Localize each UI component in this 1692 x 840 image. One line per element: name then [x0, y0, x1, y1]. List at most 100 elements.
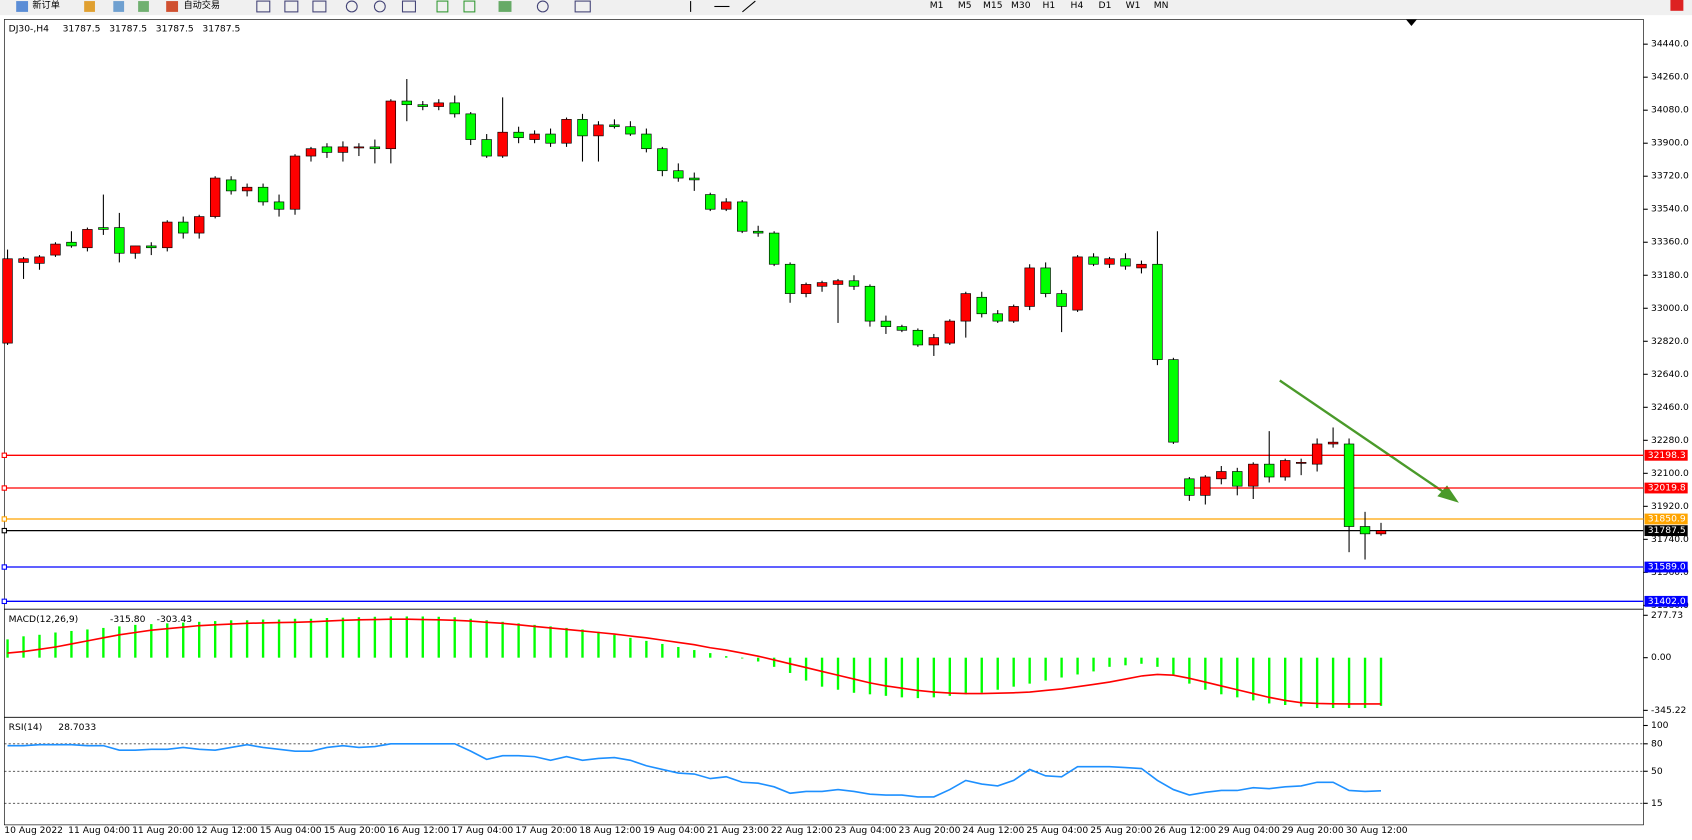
- period-button[interactable]: M1: [930, 0, 944, 11]
- candle-body: [1072, 256, 1083, 311]
- candle-body: [673, 170, 684, 179]
- period-button[interactable]: W1: [1126, 0, 1141, 11]
- x-tick-label: 22 Aug 12:00: [771, 825, 833, 836]
- x-tick-label: 24 Aug 12:00: [963, 825, 1025, 836]
- level-marker: [1, 485, 8, 491]
- candle-body: [816, 282, 828, 287]
- y-tick-label: 31920.0: [1651, 501, 1689, 512]
- icon[interactable]: [284, 0, 299, 13]
- icon[interactable]: [436, 0, 449, 13]
- candle-body: [529, 133, 540, 140]
- icon[interactable]: [138, 1, 149, 12]
- candle-body: [481, 139, 492, 157]
- y-tick-label: 32820.0: [1651, 336, 1689, 347]
- x-tick-label: 17 Aug 04:00: [451, 825, 513, 836]
- x-tick-label: 23 Aug 04:00: [835, 825, 897, 836]
- y-tick-label: 0.00: [1651, 652, 1672, 663]
- candle-body: [545, 133, 556, 144]
- y-tick-label: 33720.0: [1651, 171, 1689, 182]
- header-value: 31787.5: [202, 24, 240, 35]
- period-button[interactable]: M30: [1011, 0, 1031, 11]
- candle-body: [705, 194, 716, 210]
- candle-body: [18, 258, 29, 263]
- icon[interactable]: [256, 0, 271, 13]
- alert-icon[interactable]: [1670, 0, 1684, 11]
- candle-body: [768, 232, 780, 265]
- candle-body: [146, 245, 157, 249]
- candle-body: [928, 337, 940, 346]
- level-tag: [1644, 561, 1688, 573]
- candle-body: [1295, 461, 1307, 464]
- candle-body: [34, 256, 45, 264]
- level-label: 32019.8: [1648, 483, 1686, 494]
- candle-body: [385, 100, 397, 150]
- header-value: 31787.5: [109, 24, 147, 35]
- level-marker: [1, 452, 8, 458]
- candle-body: [1232, 471, 1243, 487]
- candle-body: [1040, 267, 1051, 294]
- candle-body: [944, 320, 955, 344]
- period-button[interactable]: H1: [1043, 0, 1056, 11]
- level-tag: [1644, 513, 1688, 525]
- candle-body: [609, 124, 620, 128]
- x-tick-label: 15 Aug 04:00: [260, 825, 322, 836]
- y-tick-label: 277.73: [1651, 610, 1683, 621]
- x-tick-label: 12 Aug 12:00: [196, 825, 258, 836]
- candle-body: [1248, 463, 1259, 487]
- level-label: 32198.3: [1648, 450, 1686, 461]
- y-tick-label: 33180.0: [1651, 270, 1689, 281]
- y-tick-label: 32460.0: [1651, 402, 1689, 413]
- candle-body: [784, 263, 796, 294]
- candle-body: [241, 186, 253, 192]
- y-tick-label: 33540.0: [1651, 204, 1689, 215]
- candle-body: [1327, 441, 1339, 445]
- y-tick-label: 33000.0: [1651, 303, 1689, 314]
- auto-trading[interactable]: 自动交易: [183, 0, 220, 11]
- icon[interactable]: [536, 0, 549, 13]
- period-button[interactable]: M15: [983, 0, 1003, 11]
- y-tick-label: 100: [1651, 720, 1669, 731]
- candle-body: [689, 177, 700, 181]
- period-button[interactable]: MN: [1154, 0, 1169, 11]
- x-tick-label: 21 Aug 23:00: [707, 825, 769, 836]
- period-button[interactable]: M5: [958, 0, 972, 11]
- period-button[interactable]: D1: [1099, 0, 1112, 11]
- icon[interactable]: [498, 1, 512, 12]
- icon[interactable]: [166, 1, 179, 12]
- candle-body: [337, 146, 349, 153]
- icon[interactable]: [16, 1, 29, 12]
- candle-body: [1136, 263, 1147, 269]
- icon[interactable]: [401, 0, 416, 13]
- candle-body: [50, 243, 61, 256]
- candle-body: [976, 296, 987, 315]
- icon[interactable]: [84, 1, 95, 12]
- icon[interactable]: [113, 1, 125, 12]
- x-tick-label: 25 Aug 04:00: [1026, 825, 1088, 836]
- icon[interactable]: [345, 0, 358, 13]
- candle-body: [369, 146, 381, 150]
- candle-body: [1200, 476, 1211, 496]
- candle-body: [1008, 306, 1019, 322]
- candle-body: [912, 329, 924, 346]
- candle-body: [1343, 443, 1355, 527]
- y-tick-label: 32640.0: [1651, 369, 1689, 380]
- candle-body: [289, 155, 301, 210]
- y-tick-label: 50: [1651, 766, 1663, 777]
- period-button[interactable]: H4: [1071, 0, 1084, 11]
- level-tag: [1644, 482, 1688, 494]
- icon[interactable]: [373, 0, 386, 13]
- candle-body: [2, 258, 13, 344]
- icon[interactable]: [742, 0, 756, 13]
- x-tick-label: 11 Aug 04:00: [68, 825, 130, 836]
- new-order[interactable]: 新订单: [32, 0, 60, 11]
- x-tick-label: 17 Aug 20:00: [515, 825, 577, 836]
- candle-body: [593, 124, 604, 137]
- y-tick-label: 31740.0: [1651, 534, 1689, 545]
- y-tick-label: 32100.0: [1651, 468, 1689, 479]
- icon[interactable]: [312, 0, 327, 13]
- candle-body: [178, 221, 189, 234]
- icon[interactable]: [463, 0, 476, 13]
- icon[interactable]: [574, 0, 591, 13]
